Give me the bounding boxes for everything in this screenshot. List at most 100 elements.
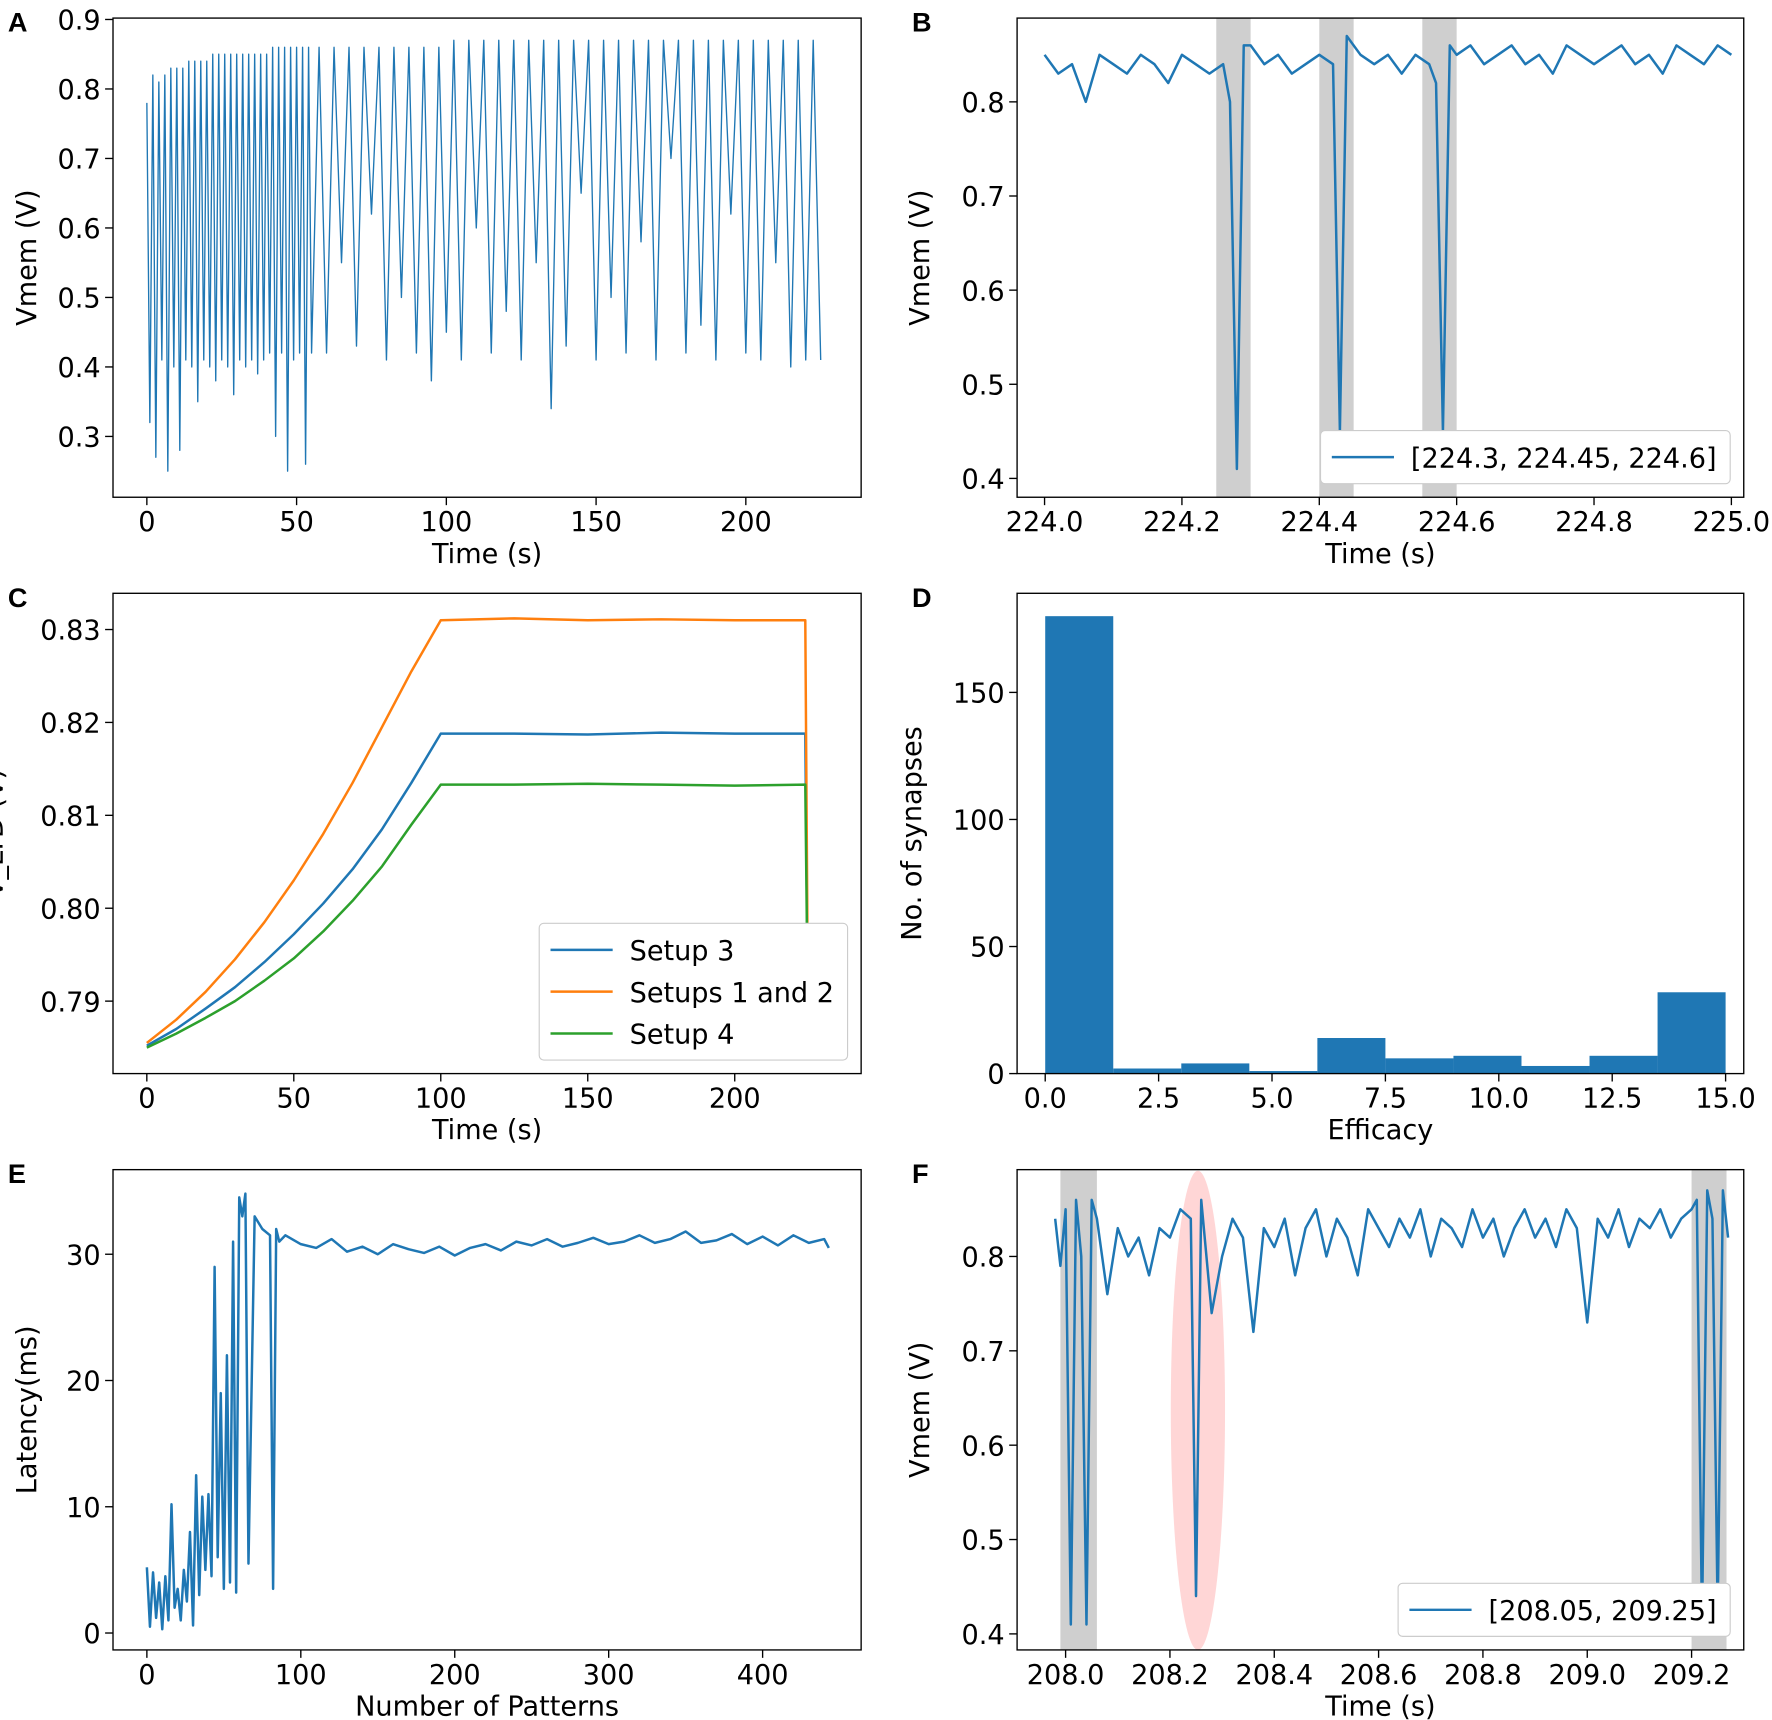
y-axis-label: Vmem (V) xyxy=(905,1342,936,1478)
hist-bar xyxy=(1317,1038,1386,1074)
x-tick-label: 209.0 xyxy=(1548,1660,1626,1691)
hist-bar xyxy=(1521,1065,1590,1074)
x-axis-label: Efficacy xyxy=(1328,1115,1434,1146)
panel-5: 208.0 208.2 208.4 208.6 208.8 209.0 209.2 0.4 0.… xyxy=(905,1158,1745,1720)
data-line xyxy=(146,39,822,472)
legend-label: Setup 3 xyxy=(630,936,735,967)
x-axis-label: Time (s) xyxy=(431,1115,542,1146)
y-tick-label: 0 xyxy=(83,1619,100,1650)
y-tick-label: 0.4 xyxy=(962,1620,1005,1651)
x-tick-label: 224.4 xyxy=(1280,507,1358,538)
x-tick-label: 208.2 xyxy=(1131,1660,1209,1691)
data-line xyxy=(1053,1189,1730,1626)
y-tick-label: 0.8 xyxy=(57,75,100,106)
y-tick-label: 20 xyxy=(66,1367,101,1398)
axes-frame xyxy=(1016,592,1745,1075)
panel-label: A xyxy=(8,7,28,38)
legend-box xyxy=(538,922,849,1061)
hist-bar xyxy=(1589,1055,1658,1074)
x-tick-label: 150 xyxy=(570,507,622,538)
x-tick-label: 200 xyxy=(709,1083,761,1114)
x-tick-label: 224.8 xyxy=(1555,507,1633,538)
x-tick-label: 300 xyxy=(583,1660,635,1691)
x-axis-label: Time (s) xyxy=(431,539,542,570)
y-tick-label: 0.5 xyxy=(962,370,1005,401)
y-tick-label: 0.5 xyxy=(57,284,100,315)
x-tick-label: 0.0 xyxy=(1024,1083,1067,1114)
x-tick-label: 50 xyxy=(277,1083,312,1114)
data-line xyxy=(146,782,830,1049)
axes-frame xyxy=(112,592,862,1075)
legend-label: Setups 1 and 2 xyxy=(630,978,834,1009)
x-tick-label: 100 xyxy=(420,507,472,538)
panel-3: 0.0 2.5 5.0 7.5 10.0 12.5 15.0 0 50 100 150 Efficac… xyxy=(897,582,1756,1146)
legend-label: [224.3, 224.45, 224.6] xyxy=(1411,443,1717,474)
data-line xyxy=(1043,34,1733,471)
panel-2: 0 50 100 150 200 0.79 0.80 0.81 0.82 0.83 Time (s)… xyxy=(0,582,862,1146)
panel-0: 0 50 100 150 200 0.3 0.4 0.5 0.6 0.7 0.8 0.9 Time (s… xyxy=(8,6,862,570)
panel-label: E xyxy=(8,1158,26,1189)
x-tick-label: 7.5 xyxy=(1364,1083,1407,1114)
axes-frame xyxy=(1016,1168,1745,1651)
x-tick-label: 100 xyxy=(275,1660,327,1691)
x-tick-label: 208.6 xyxy=(1340,1660,1418,1691)
x-tick-label: 2.5 xyxy=(1137,1083,1180,1114)
y-tick-label: 10 xyxy=(66,1493,101,1524)
y-tick-label: 0.8 xyxy=(962,88,1005,119)
y-tick-label: 0.7 xyxy=(962,1337,1005,1368)
x-tick-label: 0 xyxy=(138,1660,155,1691)
y-tick-label: 0.6 xyxy=(962,1431,1005,1462)
panel-label: D xyxy=(912,582,932,613)
panel-4: 0 100 200 300 400 0 10 20 30 Number of Patterns La… xyxy=(8,1158,862,1720)
y-tick-label: 0.7 xyxy=(57,145,100,176)
y-tick-label: 0.81 xyxy=(40,801,100,832)
y-tick-label: 0.8 xyxy=(962,1243,1005,1274)
x-axis-label: Time (s) xyxy=(1324,1691,1435,1720)
y-tick-label: 50 xyxy=(970,933,1005,964)
panel-label: C xyxy=(8,582,28,613)
panel-label: B xyxy=(912,7,932,38)
x-axis-label: Time (s) xyxy=(1324,539,1435,570)
x-tick-label: 208.0 xyxy=(1027,1660,1105,1691)
hist-bar xyxy=(1249,1071,1318,1074)
panel-1: 224.0 224.2 224.4 224.6 224.8 225.0 0.4 0.5 0.6 0… xyxy=(905,7,1770,570)
hist-bar xyxy=(1181,1063,1250,1074)
panel-label: F xyxy=(912,1158,929,1189)
axes-frame xyxy=(1016,17,1745,498)
y-tick-label: 0.82 xyxy=(40,709,100,740)
y-tick-label: 0.4 xyxy=(962,465,1005,496)
x-tick-label: 200 xyxy=(429,1660,481,1691)
legend-label: [208.05, 209.25] xyxy=(1489,1596,1717,1627)
hist-bar xyxy=(1657,992,1726,1074)
y-tick-label: 0.80 xyxy=(40,894,100,925)
x-tick-label: 100 xyxy=(415,1083,467,1114)
y-axis-label: Vmem (V) xyxy=(905,189,936,325)
y-axis-label: Latency(ms) xyxy=(12,1325,43,1494)
y-tick-label: 0.4 xyxy=(57,353,100,384)
x-tick-label: 15.0 xyxy=(1695,1083,1755,1114)
x-tick-label: 150 xyxy=(562,1083,614,1114)
legend-label: Setup 4 xyxy=(630,1020,735,1051)
x-tick-label: 209.2 xyxy=(1653,1660,1731,1691)
hist-bar xyxy=(1385,1058,1454,1074)
x-tick-label: 224.6 xyxy=(1418,507,1496,538)
y-tick-label: 0.83 xyxy=(40,616,100,647)
hist-bar xyxy=(1113,1068,1182,1074)
hist-bar xyxy=(1453,1055,1522,1074)
y-tick-label: 150 xyxy=(953,679,1005,710)
data-line xyxy=(146,617,830,1049)
y-tick-label: 30 xyxy=(66,1240,101,1271)
x-tick-label: 10.0 xyxy=(1469,1083,1529,1114)
x-tick-label: 208.4 xyxy=(1235,1660,1313,1691)
y-tick-label: 0 xyxy=(987,1060,1004,1091)
y-tick-label: 0.6 xyxy=(962,276,1005,307)
x-axis-label: Number of Patterns xyxy=(355,1691,619,1720)
y-axis-label: V_LTD (V) xyxy=(0,769,9,898)
x-tick-label: 0 xyxy=(138,507,155,538)
x-tick-label: 12.5 xyxy=(1582,1083,1642,1114)
legend: Setup 3 Setups 1 and 2 Setup 4 xyxy=(538,922,849,1061)
y-tick-label: 0.5 xyxy=(962,1526,1005,1557)
x-tick-label: 200 xyxy=(720,507,772,538)
